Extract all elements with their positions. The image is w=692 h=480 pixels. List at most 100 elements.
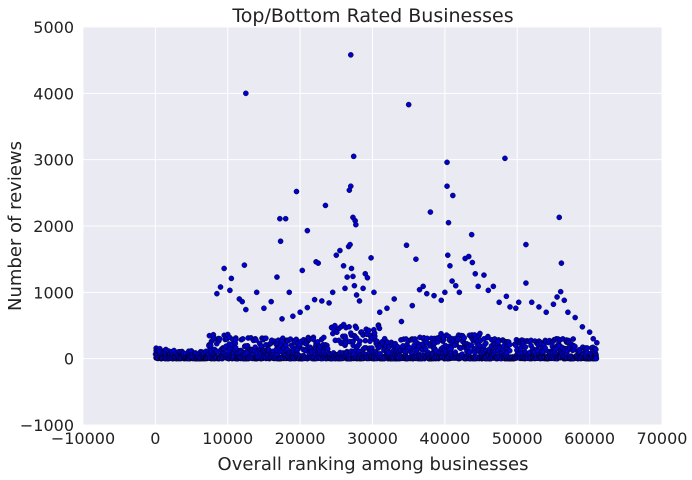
y-tick-label: 4000 [33, 84, 74, 103]
data-point [322, 202, 329, 209]
data-point [351, 282, 358, 289]
data-point [536, 304, 542, 310]
data-point [543, 309, 550, 316]
data-point [368, 255, 374, 261]
data-point [243, 306, 249, 313]
data-point [416, 286, 423, 293]
data-point [274, 274, 280, 280]
data-point [586, 329, 593, 335]
data-point [290, 313, 296, 320]
data-point [332, 322, 338, 329]
data-point [593, 346, 599, 353]
data-point [299, 267, 306, 274]
data-point [253, 337, 259, 343]
data-point [279, 316, 285, 322]
data-point [554, 294, 560, 300]
data-point [371, 289, 377, 296]
data-point [365, 327, 372, 334]
data-point [221, 265, 227, 272]
data-point [216, 336, 223, 342]
data-point [362, 337, 369, 344]
data-point [239, 336, 246, 342]
data-point [423, 290, 430, 297]
y-tick-label: 0 [64, 350, 74, 369]
x-tick-label: 0 [150, 429, 160, 448]
data-point [528, 299, 535, 306]
y-tick-label: 1000 [33, 283, 74, 302]
data-point [277, 238, 284, 245]
data-point [450, 192, 456, 199]
y-tick-label: 2000 [33, 217, 74, 236]
data-point [253, 289, 260, 296]
data-point [232, 344, 239, 351]
data-point [337, 247, 343, 254]
data-point [444, 159, 450, 166]
y-tick-label: 5000 [33, 18, 74, 37]
data-point [214, 290, 220, 297]
data-point [239, 298, 246, 305]
data-point [304, 304, 311, 311]
x-tick-labels: −10000 0 10000 20000 30000 40000 50000 60000 700… [51, 429, 688, 448]
data-point [304, 227, 311, 234]
data-point [347, 241, 353, 248]
data-point [456, 289, 463, 296]
data-point [344, 274, 350, 280]
x-tick-label: 20000 [275, 429, 326, 448]
y-tick-label: 3000 [33, 151, 74, 170]
data-point [523, 280, 529, 286]
data-point [444, 252, 451, 258]
data-point [360, 285, 366, 292]
data-point [252, 344, 258, 350]
data-point [268, 298, 274, 305]
data-point [364, 274, 371, 281]
x-tick-label: 50000 [492, 429, 543, 448]
data-point [403, 242, 410, 249]
data-point [506, 347, 513, 354]
data-point [557, 288, 564, 295]
data-point [593, 355, 600, 362]
y-axis-label: Number of reviews [5, 141, 26, 311]
data-point [565, 309, 571, 316]
data-point [465, 253, 472, 260]
data-point [522, 344, 529, 350]
data-point [468, 342, 475, 348]
data-points [152, 52, 600, 362]
data-point [376, 325, 383, 332]
data-point [468, 231, 475, 238]
data-point [431, 292, 437, 299]
data-point [507, 304, 513, 310]
data-point [353, 325, 360, 331]
data-point [561, 297, 568, 304]
data-point [353, 221, 359, 228]
data-point [445, 219, 452, 226]
x-axis-label: Overall ranking among businesses [218, 454, 529, 475]
data-point [550, 301, 557, 308]
data-point [227, 287, 233, 294]
data-point [452, 282, 459, 289]
y-tick-label: −1000 [20, 416, 74, 435]
data-point [485, 287, 492, 294]
data-point [261, 305, 267, 312]
data-point [347, 52, 354, 58]
data-point [447, 262, 453, 269]
data-point [391, 296, 398, 302]
data-point [427, 209, 434, 215]
data-point [371, 330, 378, 336]
data-point [481, 272, 487, 278]
data-point [506, 341, 513, 348]
x-tick-label: 30000 [347, 429, 398, 448]
data-point [570, 336, 576, 342]
x-tick-label: 40000 [419, 429, 470, 448]
data-point [263, 335, 269, 342]
data-point [515, 299, 522, 306]
data-point [523, 241, 529, 248]
data-point [241, 262, 248, 268]
data-point [409, 302, 416, 309]
data-point [398, 318, 405, 325]
data-point [405, 101, 412, 108]
data-point [594, 339, 600, 346]
data-point [558, 260, 565, 266]
data-point [356, 298, 363, 304]
data-point [420, 283, 426, 290]
